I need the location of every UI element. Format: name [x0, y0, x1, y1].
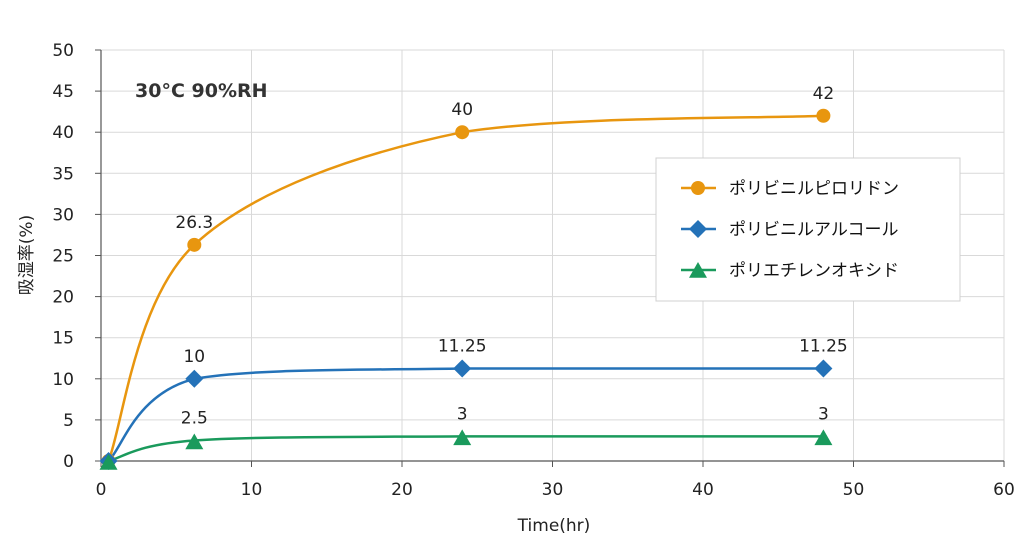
data-label: 42 — [813, 84, 835, 104]
data-labels: 26.3 40 42 10 11.25 11.25 2.5 3 3 — [175, 84, 847, 429]
data-label: 26.3 — [175, 213, 213, 233]
x-axis-label: Time(hr) — [517, 516, 591, 536]
data-label: 3 — [818, 404, 829, 424]
y-tick-label: 20 — [52, 288, 74, 308]
y-tick-label: 45 — [52, 82, 74, 102]
x-tick-label: 50 — [843, 480, 865, 500]
y-tick-label: 15 — [52, 329, 74, 349]
marker-diamond — [689, 220, 707, 238]
data-label: 11.25 — [438, 337, 487, 357]
y-tick-label: 40 — [52, 123, 74, 143]
x-tick-label: 10 — [241, 480, 263, 500]
marker-circle — [816, 108, 831, 123]
marker-diamond — [814, 359, 833, 378]
marker-triangle — [814, 429, 833, 446]
marker-triangle — [453, 429, 472, 446]
series — [99, 108, 833, 470]
x-tick-label: 60 — [993, 480, 1015, 500]
legend-label: ポリエチレンオキシド — [729, 261, 899, 281]
marker-diamond — [453, 359, 472, 378]
y-tick-label: 35 — [52, 164, 74, 184]
y-tick-label: 5 — [63, 411, 74, 431]
condition-annotation: 30°C 90%RH — [135, 80, 268, 102]
data-label: 3 — [457, 404, 468, 424]
marker-circle — [455, 125, 470, 140]
y-tick-label: 0 — [63, 452, 74, 472]
series-line — [108, 435, 824, 463]
x-tick-label: 30 — [542, 480, 564, 500]
marker-triangle — [99, 454, 118, 470]
series-line — [107, 114, 824, 462]
y-tick-label: 30 — [52, 205, 74, 225]
data-label: 2.5 — [181, 408, 208, 428]
marker-diamond — [185, 369, 204, 388]
legend-label: ポリビニルアルコール — [729, 220, 899, 240]
data-label: 40 — [451, 100, 473, 120]
data-label: 10 — [183, 347, 205, 367]
marker-circle — [187, 237, 202, 252]
axes: 0 5 10 15 20 25 30 35 40 45 50 0 10 20 30 40 50 60 — [52, 41, 1014, 500]
marker-triangle — [185, 433, 204, 450]
data-label: 11.25 — [799, 337, 848, 357]
x-tick-label: 0 — [96, 480, 107, 500]
y-axis-label: 吸湿率(%) — [17, 215, 37, 295]
legend-label: ポリビニルピロリドン — [729, 179, 899, 199]
series-line — [107, 367, 824, 462]
x-tick-label: 40 — [692, 480, 714, 500]
marker-circle — [691, 181, 705, 195]
y-tick-label: 25 — [52, 247, 74, 267]
marker-triangle — [689, 262, 707, 278]
y-tick-label: 50 — [52, 41, 74, 61]
y-tick-label: 10 — [52, 370, 74, 390]
x-tick-label: 20 — [391, 480, 413, 500]
